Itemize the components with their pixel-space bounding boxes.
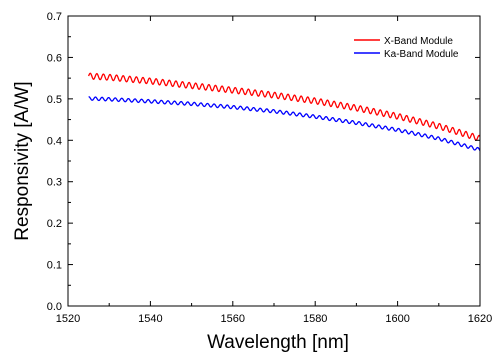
x-tick-label: 1560	[221, 313, 245, 325]
y-tick-label: 0.1	[47, 260, 62, 272]
x-axis-title: Wavelength [nm]	[207, 332, 349, 353]
y-tick-label: 0.0	[47, 301, 62, 313]
plot-layer: 1520 1540 1560 1580 1600 1620 0.0 0.1 0.2 0.3 0.4 0…	[12, 11, 492, 353]
series-line-2	[88, 96, 481, 151]
y-axis-title: Responsivity [A/W]	[12, 81, 33, 240]
series-line-1	[87, 72, 481, 142]
legend-label-2: Ka-Band Module	[384, 49, 459, 60]
y-tick-label: 0.2	[47, 218, 62, 230]
y-tick-label: 0.5	[47, 94, 62, 106]
x-tick-label: 1520	[56, 313, 80, 325]
x-tick-label: 1620	[468, 313, 492, 325]
y-tick-label: 0.3	[47, 177, 62, 189]
x-tick-label: 1600	[385, 313, 409, 325]
y-tick-label: 0.6	[47, 52, 62, 64]
legend-label-1: X-Band Module	[384, 36, 453, 47]
x-tick-label: 1540	[138, 313, 162, 325]
x-tick-label: 1580	[303, 313, 327, 325]
y-tick-label: 0.4	[47, 135, 62, 147]
y-tick-label: 0.7	[47, 11, 62, 23]
